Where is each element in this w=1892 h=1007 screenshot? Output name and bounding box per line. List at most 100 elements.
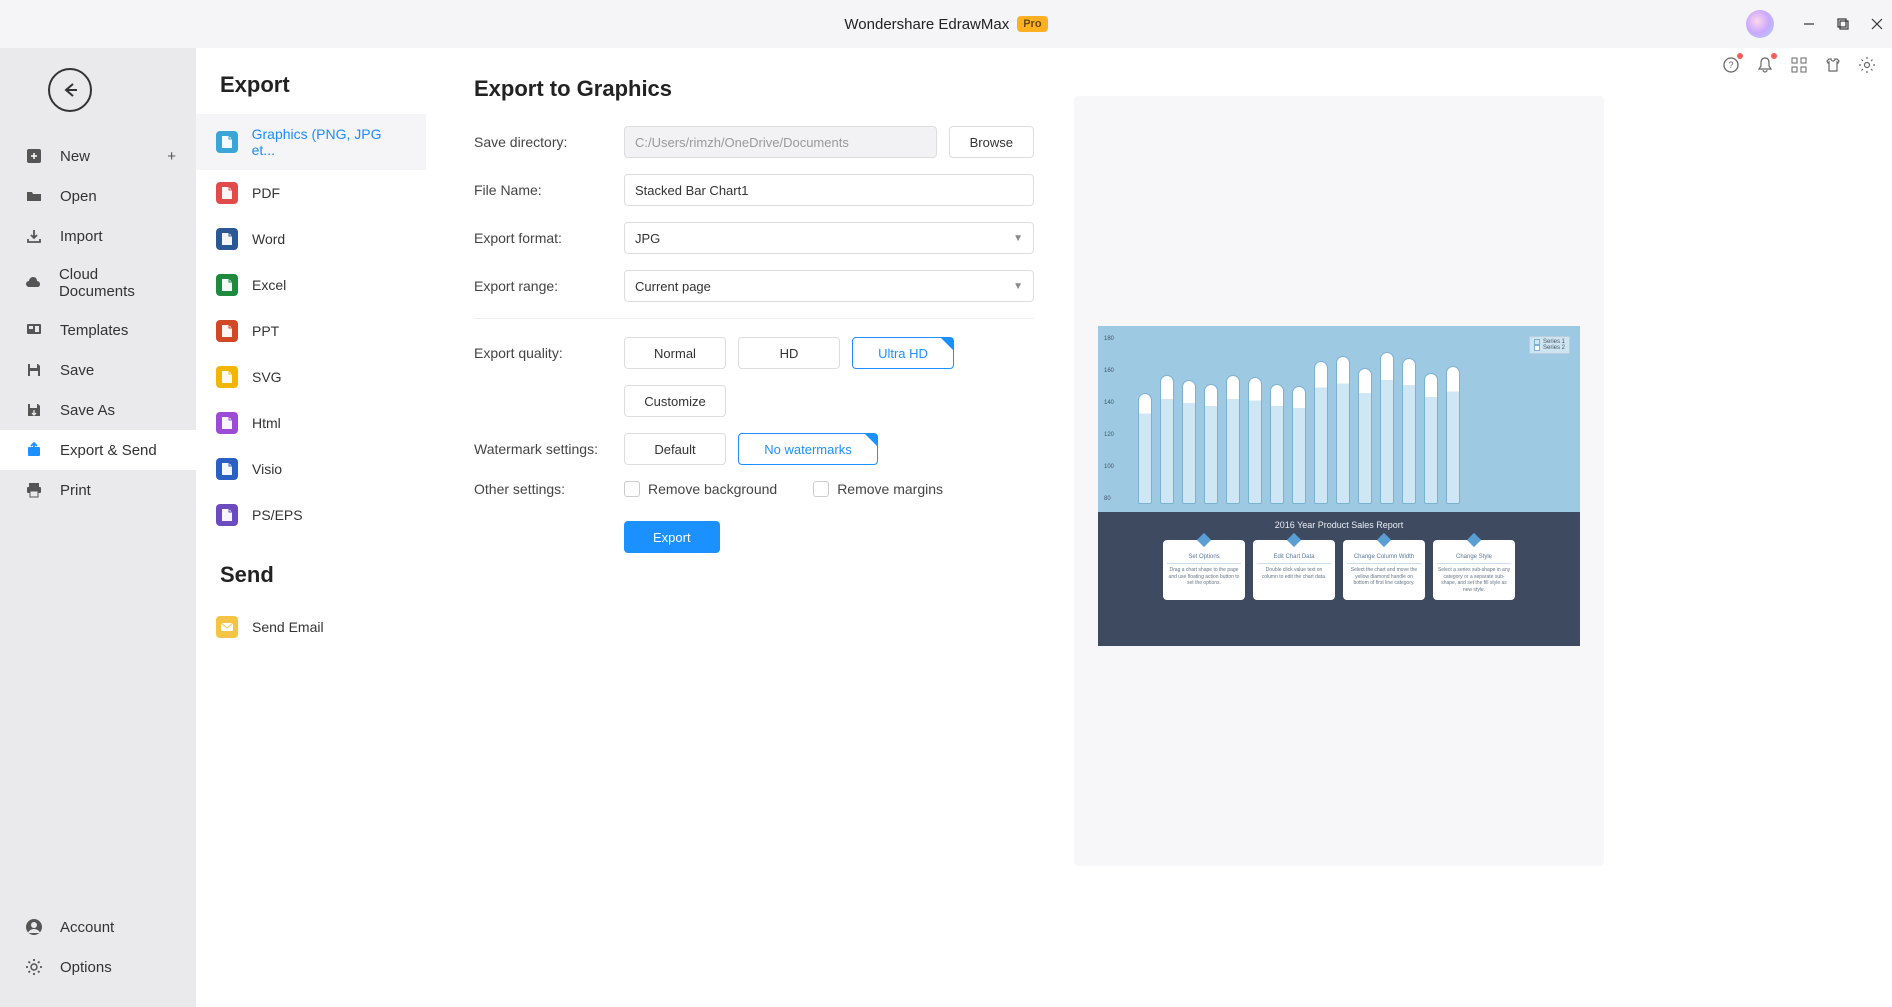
watermark-none[interactable]: No watermarks xyxy=(738,433,878,465)
sidebar-item-templates[interactable]: Templates xyxy=(0,310,196,350)
folder-icon xyxy=(24,186,44,206)
export-format-list: Export Graphics (PNG, JPG et... PDF Word Ex… xyxy=(196,48,426,1007)
file-name-input[interactable] xyxy=(624,174,1034,206)
file-icon xyxy=(216,131,238,153)
preview-image: 18016014012010080 Series 1 Series 2 2016… xyxy=(1098,326,1580,646)
export-item-label: SVG xyxy=(252,369,282,385)
export-item-send-email[interactable]: Send Email xyxy=(196,604,426,650)
export-item[interactable]: Html xyxy=(196,400,426,446)
bell-icon[interactable] xyxy=(1756,56,1774,74)
quality-hd[interactable]: HD xyxy=(738,337,840,369)
page-title: Export to Graphics xyxy=(474,76,1034,102)
export-icon xyxy=(24,440,44,460)
remove-margins-checkbox[interactable] xyxy=(813,481,829,497)
chart-bar xyxy=(1270,384,1284,504)
sidebar-item-label: New xyxy=(60,148,90,165)
remove-bg-checkbox[interactable] xyxy=(624,481,640,497)
sidebar: New + Open Import Cloud Documents Templat… xyxy=(0,48,196,1007)
avatar-icon[interactable] xyxy=(1746,10,1774,38)
file-icon xyxy=(216,228,238,250)
sidebar-item-options[interactable]: Options xyxy=(0,947,196,987)
plus-icon[interactable]: + xyxy=(167,148,176,165)
back-button[interactable] xyxy=(48,68,92,112)
sidebar-item-label: Print xyxy=(60,482,91,499)
save-as-icon xyxy=(24,400,44,420)
chevron-down-icon: ▼ xyxy=(1013,233,1023,244)
export-item-label: Visio xyxy=(252,461,282,477)
export-item[interactable]: PPT xyxy=(196,308,426,354)
shirt-icon[interactable] xyxy=(1824,56,1842,74)
export-heading: Export xyxy=(196,72,426,114)
export-item-label: PS/EPS xyxy=(252,507,303,523)
file-icon xyxy=(216,320,238,342)
chart-bar xyxy=(1248,377,1262,504)
export-item[interactable]: Graphics (PNG, JPG et... xyxy=(196,114,426,170)
quality-ultra-hd[interactable]: Ultra HD xyxy=(852,337,954,369)
sidebar-item-print[interactable]: Print xyxy=(0,470,196,510)
label-quality: Export quality: xyxy=(474,345,624,361)
templates-icon xyxy=(24,320,44,340)
label-range: Export range: xyxy=(474,278,624,294)
export-item[interactable]: Visio xyxy=(196,446,426,492)
chart-bar xyxy=(1424,373,1438,504)
sidebar-item-export[interactable]: Export & Send xyxy=(0,430,196,470)
sidebar-item-open[interactable]: Open xyxy=(0,176,196,216)
save-dir-input[interactable] xyxy=(624,126,937,158)
export-item[interactable]: PDF xyxy=(196,170,426,216)
sidebar-item-label: Export & Send xyxy=(60,442,157,459)
export-item[interactable]: Word xyxy=(196,216,426,262)
sidebar-item-import[interactable]: Import xyxy=(0,216,196,256)
chart-bar xyxy=(1226,375,1240,504)
label-format: Export format: xyxy=(474,230,624,246)
file-icon xyxy=(216,366,238,388)
pro-badge: Pro xyxy=(1017,16,1047,32)
sidebar-item-label: Save xyxy=(60,362,94,379)
export-item[interactable]: SVG xyxy=(196,354,426,400)
mail-icon xyxy=(216,616,238,638)
label-watermark: Watermark settings: xyxy=(474,441,624,457)
export-item[interactable]: PS/EPS xyxy=(196,492,426,538)
minimize-button[interactable] xyxy=(1802,17,1816,31)
info-card: Change Column WidthSelect the chart and … xyxy=(1343,540,1425,600)
send-heading: Send xyxy=(196,562,426,604)
export-item-label: Graphics (PNG, JPG et... xyxy=(252,126,406,158)
help-icon[interactable]: ? xyxy=(1722,56,1740,74)
sidebar-item-label: Account xyxy=(60,919,114,936)
quality-normal[interactable]: Normal xyxy=(624,337,726,369)
browse-button[interactable]: Browse xyxy=(949,126,1034,158)
chart-bar xyxy=(1204,384,1218,504)
gear-icon[interactable] xyxy=(1858,56,1876,74)
grid-icon[interactable] xyxy=(1790,56,1808,74)
content-area: Export to Graphics Save directory: Brows… xyxy=(426,48,1892,1007)
chart-bar xyxy=(1292,386,1306,504)
sidebar-item-save-as[interactable]: Save As xyxy=(0,390,196,430)
chart-bar xyxy=(1160,375,1174,504)
close-button[interactable] xyxy=(1870,17,1884,31)
watermark-default[interactable]: Default xyxy=(624,433,726,465)
export-item-label: PPT xyxy=(252,323,279,339)
sidebar-item-cloud[interactable]: Cloud Documents xyxy=(0,256,196,310)
title-bar: Wondershare EdrawMax Pro xyxy=(0,0,1892,48)
sidebar-item-new[interactable]: New + xyxy=(0,136,196,176)
file-icon xyxy=(216,412,238,434)
range-dropdown[interactable]: Current page▼ xyxy=(624,270,1034,302)
toolbar-icons: ? xyxy=(1722,56,1876,74)
label-save-dir: Save directory: xyxy=(474,134,624,150)
sidebar-item-account[interactable]: Account xyxy=(0,907,196,947)
format-dropdown[interactable]: JPG▼ xyxy=(624,222,1034,254)
export-item[interactable]: Excel xyxy=(196,262,426,308)
chart-bar xyxy=(1402,358,1416,504)
info-card: Edit Chart DataDouble click value text o… xyxy=(1253,540,1335,600)
export-item-label: Word xyxy=(252,231,285,247)
chart-bar xyxy=(1358,368,1372,504)
check-label: Remove background xyxy=(648,481,777,497)
info-card: Set OptionsDrag a chart shape to the pag… xyxy=(1163,540,1245,600)
maximize-button[interactable] xyxy=(1836,17,1850,31)
sidebar-item-label: Cloud Documents xyxy=(59,266,172,300)
sidebar-item-save[interactable]: Save xyxy=(0,350,196,390)
chart-bar xyxy=(1336,356,1350,504)
export-button[interactable]: Export xyxy=(624,521,720,553)
app-title: Wondershare EdrawMax xyxy=(844,16,1009,33)
quality-customize[interactable]: Customize xyxy=(624,385,726,417)
save-icon xyxy=(24,360,44,380)
